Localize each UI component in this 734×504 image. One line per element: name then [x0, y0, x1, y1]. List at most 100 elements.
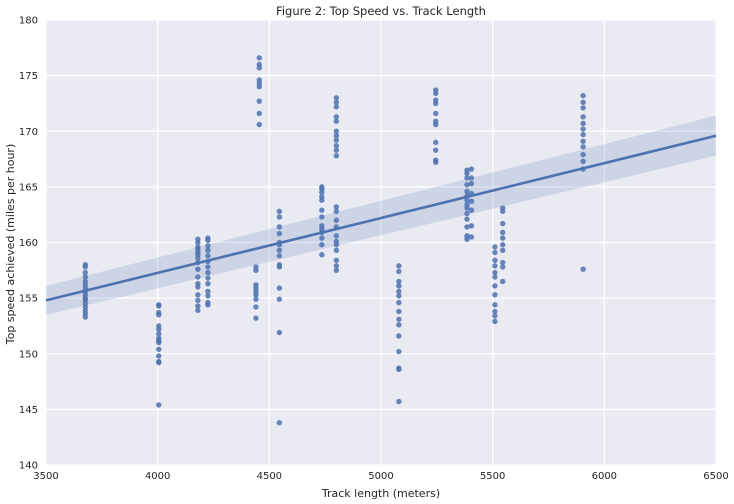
y-tick-label: 160 — [19, 238, 38, 249]
scatter-point — [205, 269, 211, 276]
scatter-point — [333, 104, 340, 110]
scatter-point — [333, 153, 340, 159]
x-tick-label: 4500 — [257, 471, 282, 482]
y-tick-label: 150 — [19, 349, 38, 360]
scatter-point — [256, 110, 262, 117]
scatter-point — [333, 99, 340, 106]
scatter-point — [195, 307, 201, 314]
scatter-point — [500, 208, 506, 215]
scatter-point — [276, 420, 283, 426]
y-tick-label: 165 — [19, 182, 38, 193]
y-tick-label: 175 — [19, 71, 38, 82]
scatter-point — [433, 147, 439, 153]
scatter-point — [500, 247, 506, 253]
scatter-point — [492, 269, 498, 276]
scatter-point — [319, 235, 325, 241]
x-tick-label: 6000 — [592, 471, 617, 482]
scatter-point — [253, 292, 259, 298]
scatter-point — [492, 313, 498, 319]
scatter-point — [396, 308, 402, 315]
scatter-point — [580, 114, 586, 120]
scatter-point — [433, 100, 439, 107]
scatter-point — [492, 257, 498, 263]
scatter-point — [492, 263, 498, 269]
scatter-point — [276, 214, 283, 220]
scatter-point — [333, 217, 340, 223]
scatter-point — [276, 224, 283, 230]
scatter-point — [396, 288, 402, 295]
scatter-point — [82, 274, 89, 280]
scatter-point — [464, 197, 470, 203]
x-tick-label: 5000 — [368, 471, 393, 482]
scatter-point — [205, 302, 211, 308]
scatter-point — [580, 138, 586, 144]
x-tick-label: 6500 — [703, 471, 728, 482]
scatter-point — [492, 274, 498, 280]
scatter-point — [396, 299, 402, 306]
scatter-point — [396, 333, 402, 339]
scatter-point — [580, 151, 586, 158]
scatter-point — [396, 348, 402, 355]
scatter-point — [256, 55, 262, 61]
scatter-point — [580, 266, 586, 272]
confidence-band — [46, 115, 716, 315]
scatter-point — [333, 267, 340, 274]
scatter-point — [205, 288, 211, 295]
scatter-point — [492, 302, 498, 308]
scatter-point — [500, 235, 506, 241]
scatter-point — [492, 244, 498, 250]
scatter-point — [433, 159, 439, 166]
scatter-point — [253, 296, 259, 302]
scatter-point — [256, 121, 262, 128]
scatter-point — [156, 346, 162, 352]
scatter-point — [333, 242, 340, 248]
scatter-point — [468, 198, 475, 205]
scatter-point — [396, 283, 402, 289]
scatter-point — [580, 126, 586, 132]
scatter-point — [156, 326, 162, 332]
x-tick-label: 4000 — [145, 471, 170, 482]
scatter-point — [500, 220, 506, 227]
scatter-point — [82, 314, 89, 320]
scatter-point — [195, 292, 201, 298]
scatter-point — [500, 259, 506, 266]
scatter-point — [500, 242, 506, 248]
scatter-point — [433, 121, 439, 128]
scatter-point — [156, 303, 162, 309]
scatter-point — [464, 205, 470, 211]
scatter-point — [468, 223, 475, 229]
scatter-point — [464, 216, 470, 222]
scatter-point — [195, 266, 201, 272]
scatter-point — [500, 229, 506, 236]
scatter-point — [333, 137, 340, 143]
scatter-point — [82, 264, 89, 270]
scatter-point — [580, 144, 586, 150]
scatter-point — [492, 308, 498, 315]
grid — [45, 19, 717, 466]
scatter-point — [276, 208, 283, 215]
scatter-point — [256, 98, 262, 104]
scatter-point — [156, 312, 162, 318]
scatter-point — [433, 139, 439, 146]
scatter-point — [195, 274, 201, 280]
scatter-point — [319, 242, 325, 248]
scatter-point — [492, 292, 498, 298]
scatter-point — [500, 278, 506, 285]
scatter-point — [333, 147, 340, 153]
confidence-band-area — [46, 115, 716, 315]
scatter-point — [156, 359, 162, 366]
scatter-point — [205, 237, 211, 243]
scatter-point — [205, 293, 211, 299]
scatter-point — [396, 268, 402, 275]
scatter-point — [195, 297, 201, 304]
x-tick-label: 3500 — [33, 471, 58, 482]
scatter-point — [396, 316, 402, 322]
y-tick-label: 140 — [19, 461, 38, 472]
scatter-point — [195, 303, 201, 309]
scatter-point — [276, 264, 283, 270]
scatter-point — [580, 105, 586, 111]
scatter-point — [580, 120, 586, 127]
scatter-point — [205, 243, 211, 249]
scatter-point — [276, 296, 283, 302]
scatter-point — [319, 197, 325, 203]
